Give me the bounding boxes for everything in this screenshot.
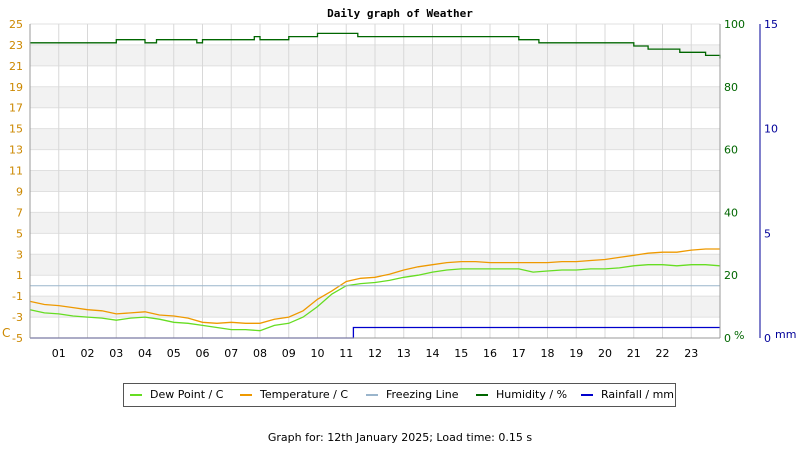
x-tick-label: 01 xyxy=(52,347,66,360)
humidity-tick-label: 80 xyxy=(724,81,738,94)
legend-swatch xyxy=(476,394,488,396)
legend-item-temperature: Temperature / C xyxy=(240,388,348,401)
left-tick-label: -1 xyxy=(12,290,23,303)
tick-labels: 01 02 03 04 05 06 07 08 09 10 11 12 13 14 15 16 17 18 19 20… xyxy=(2,18,796,360)
x-tick-label: 12 xyxy=(368,347,382,360)
left-tick-label: 13 xyxy=(9,144,23,157)
left-tick-label: 23 xyxy=(9,39,23,52)
rain-tick-label: 0 xyxy=(764,332,771,345)
x-tick-label: 04 xyxy=(138,347,152,360)
chart-title: Daily graph of Weather xyxy=(327,7,473,20)
x-tick-label: 21 xyxy=(627,347,641,360)
left-tick-label: 19 xyxy=(9,81,23,94)
x-tick-label: 07 xyxy=(224,347,238,360)
left-axis-unit: C xyxy=(2,326,10,340)
x-tick-label: 23 xyxy=(684,347,698,360)
left-tick-label: 17 xyxy=(9,102,23,115)
left-tick-label: 3 xyxy=(16,248,23,261)
left-tick-label: 25 xyxy=(9,18,23,31)
legend-label: Temperature / C xyxy=(260,388,349,401)
x-tick-label: 18 xyxy=(541,347,555,360)
x-tick-label: 20 xyxy=(598,347,612,360)
legend-item-dew-point: Dew Point / C xyxy=(130,388,223,401)
x-tick-label: 06 xyxy=(196,347,210,360)
left-tick-label: 15 xyxy=(9,123,23,136)
x-tick-label: 09 xyxy=(282,347,296,360)
rain-tick-label: 10 xyxy=(764,123,778,136)
rain-axis-unit: mm xyxy=(775,328,796,341)
rain-tick-label: 15 xyxy=(764,18,778,31)
legend-swatch xyxy=(130,394,142,396)
x-tick-label: 08 xyxy=(253,347,267,360)
humidity-tick-label: 60 xyxy=(724,144,738,157)
left-tick-label: 7 xyxy=(16,206,23,219)
left-tick-label: 5 xyxy=(16,227,23,240)
left-tick-label: 11 xyxy=(9,165,23,178)
x-tick-label: 22 xyxy=(656,347,670,360)
x-tick-label: 11 xyxy=(339,347,353,360)
legend-swatch xyxy=(581,394,593,396)
x-tick-label: 16 xyxy=(483,347,497,360)
x-tick-label: 05 xyxy=(167,347,181,360)
series-line-humidity xyxy=(30,32,721,59)
left-tick-label: -3 xyxy=(12,311,23,324)
rain-tick-label: 5 xyxy=(764,227,771,240)
legend-label: Freezing Line xyxy=(386,388,459,401)
legend-label: Dew Point / C xyxy=(150,388,224,401)
x-tick-label: 17 xyxy=(512,347,526,360)
x-tick-label: 02 xyxy=(81,347,95,360)
series-line-dew xyxy=(29,264,721,332)
legend-label: Rainfall / mm xyxy=(601,388,675,401)
legend-item-humidity: Humidity / % xyxy=(476,388,567,401)
legend-label: Humidity / % xyxy=(496,388,568,401)
axes xyxy=(29,24,761,339)
left-tick-label: 1 xyxy=(16,269,23,282)
humidity-tick-label: 100 xyxy=(724,18,745,31)
series-line-temperature xyxy=(29,248,720,324)
legend-item-rainfall: Rainfall / mm xyxy=(581,388,674,401)
left-tick-label: -5 xyxy=(12,332,23,345)
legend-swatch xyxy=(240,394,252,396)
graph-footer: Graph for: 12th January 2025; Load time:… xyxy=(267,431,533,444)
legend-swatch xyxy=(366,394,378,396)
humidity-tick-label: 20 xyxy=(724,269,738,282)
x-tick-label: 14 xyxy=(426,347,440,360)
x-tick-label: 10 xyxy=(311,347,325,360)
humidity-tick-label: 0 xyxy=(724,332,731,345)
chart-legend: Dew Point / C Temperature / C Freezing L… xyxy=(123,383,676,407)
left-tick-label: 9 xyxy=(16,185,23,198)
legend-item-freezing-line: Freezing Line xyxy=(366,388,459,401)
left-tick-label: 21 xyxy=(9,60,23,73)
humidity-axis-unit: % xyxy=(734,329,744,342)
x-tick-label: 19 xyxy=(569,347,583,360)
x-tick-label: 15 xyxy=(454,347,468,360)
x-tick-label: 13 xyxy=(397,347,411,360)
x-tick-label: 03 xyxy=(109,347,123,360)
humidity-tick-label: 40 xyxy=(724,206,738,219)
